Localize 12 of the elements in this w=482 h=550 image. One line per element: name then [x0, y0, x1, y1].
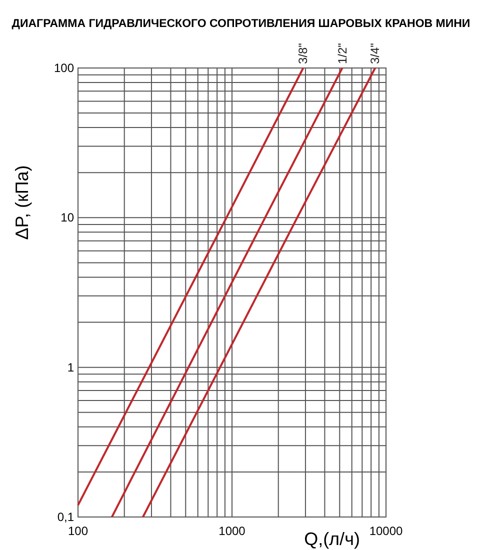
- text: 3/4": [368, 43, 382, 64]
- x-tick-label: 1000: [218, 524, 246, 538]
- x-tick-label: 10000: [369, 524, 404, 538]
- y-tick-label: 10: [60, 210, 74, 225]
- y-tick-label: 1: [67, 360, 74, 374]
- y-tick-label: 0,1: [57, 510, 74, 524]
- x-axis-title: Q,(л/ч): [304, 529, 360, 549]
- text: 1/2": [335, 43, 350, 64]
- y-tick-label: 100: [54, 61, 74, 75]
- text: 3/8": [296, 43, 310, 64]
- chart-title: ДИАГРАММА ГИДРАВЛИЧЕСКОГО СОПРОТИВЛЕНИЯ ШАРОВЫХ КРАНОВ МИНИ: [12, 18, 470, 30]
- y-axis-title: ΔP, (кПа): [12, 165, 32, 240]
